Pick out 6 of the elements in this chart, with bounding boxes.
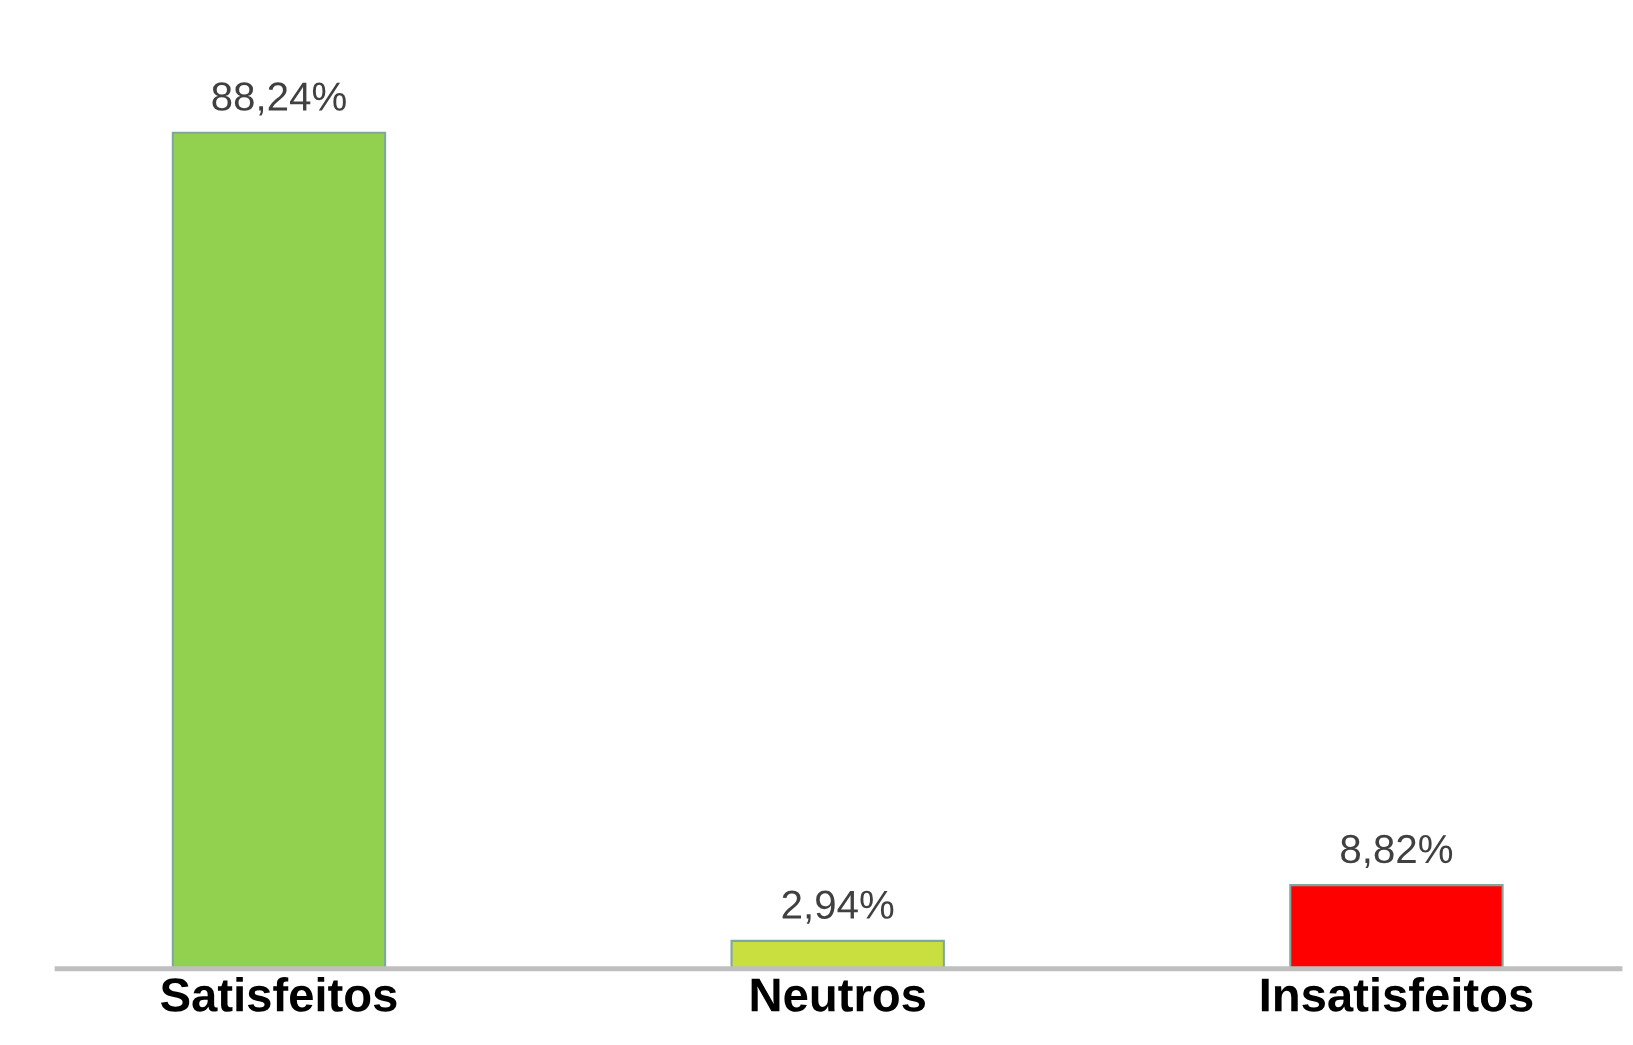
x-tick-label: Insatisfeitos [1261,977,1533,1012]
data-label: 8,82% [1341,834,1453,869]
x-tick-label: Neutros [751,978,925,1012]
data-label: 88,24% [212,82,346,116]
x-tick-label: Satisfeitos [160,977,397,1012]
data-label: 2,94% [782,890,894,924]
